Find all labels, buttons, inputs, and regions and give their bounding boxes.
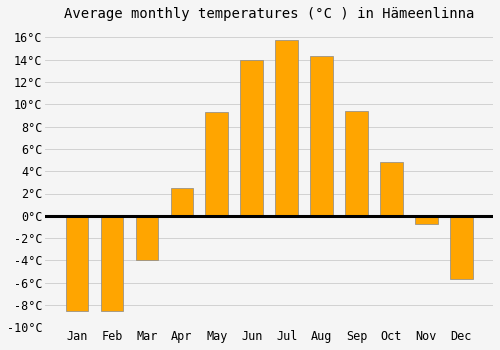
Bar xyxy=(170,188,193,216)
Bar xyxy=(240,60,263,216)
Bar xyxy=(450,216,472,279)
Bar xyxy=(276,40,298,216)
Title: Average monthly temperatures (°C ) in Hämeenlinna: Average monthly temperatures (°C ) in Hä… xyxy=(64,7,474,21)
Bar xyxy=(206,112,228,216)
Bar xyxy=(415,216,438,224)
Bar xyxy=(380,162,403,216)
Bar xyxy=(66,216,88,310)
Bar xyxy=(345,111,368,216)
Bar xyxy=(136,216,158,260)
Bar xyxy=(310,56,333,216)
Bar xyxy=(100,216,124,310)
